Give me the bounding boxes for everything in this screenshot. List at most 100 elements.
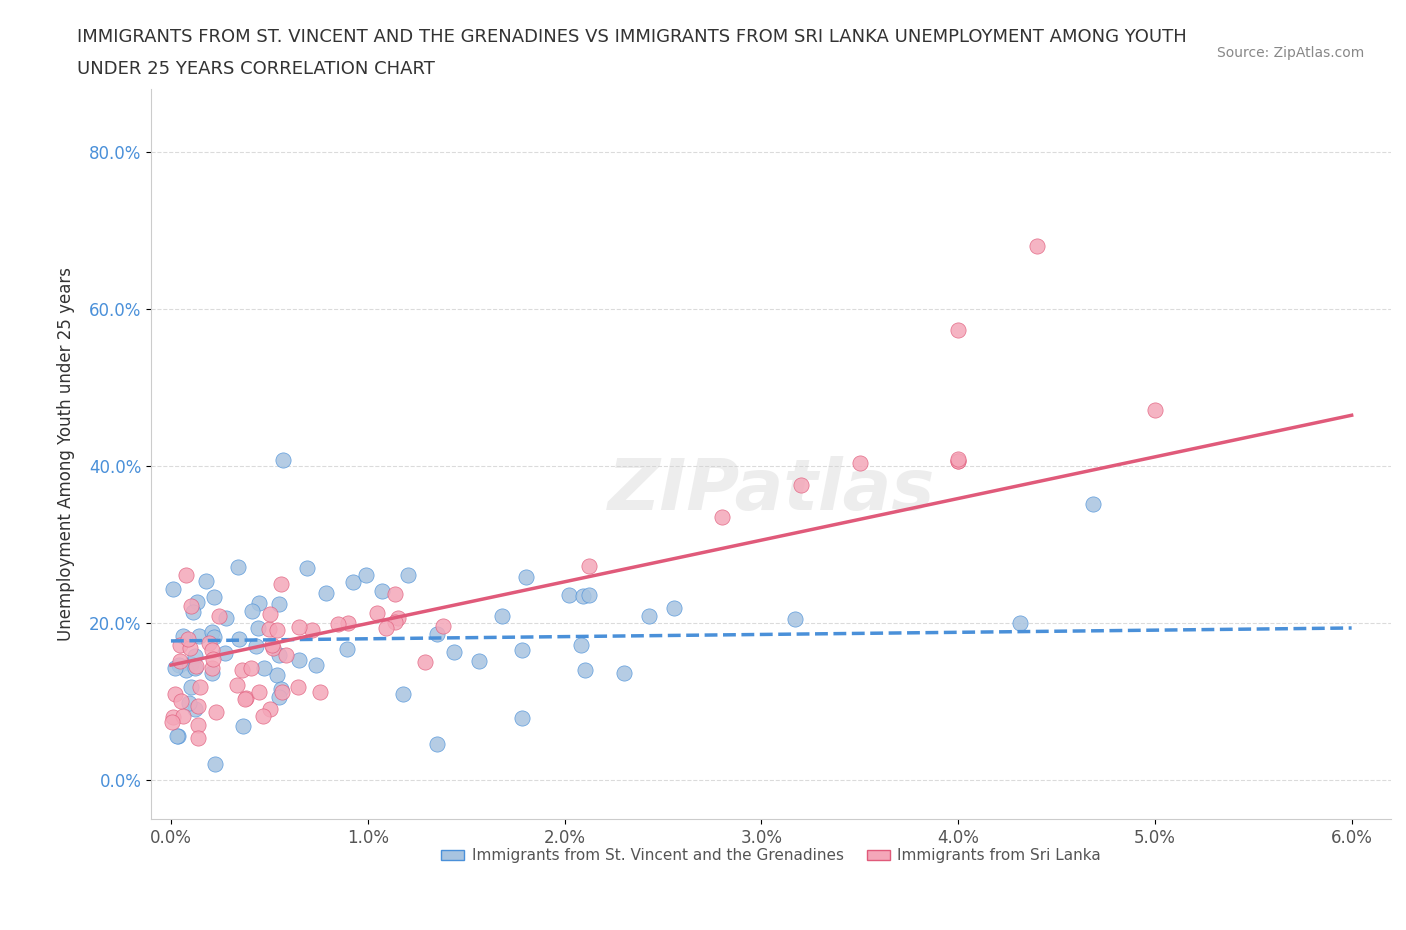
Point <box>260 638 283 653</box>
Point <box>246 621 269 636</box>
Point <box>259 701 281 716</box>
Point <box>240 604 263 618</box>
Point <box>266 668 288 683</box>
Point <box>1083 496 1105 511</box>
Point <box>177 696 200 711</box>
Point <box>180 657 202 671</box>
Point <box>510 642 533 657</box>
Point <box>946 454 969 469</box>
Point <box>184 649 207 664</box>
Point <box>162 582 184 597</box>
Point <box>180 598 202 613</box>
Text: ZIPatlas: ZIPatlas <box>607 456 935 525</box>
Point <box>271 453 294 468</box>
Point <box>267 690 290 705</box>
Point <box>172 629 194 644</box>
Point <box>270 577 292 591</box>
Point <box>558 588 581 603</box>
Point <box>432 618 454 633</box>
Point <box>572 589 595 604</box>
Point <box>172 709 194 724</box>
Point <box>188 628 211 643</box>
Point <box>328 617 350 631</box>
Point <box>578 587 600 602</box>
Point <box>167 729 190 744</box>
Text: UNDER 25 YEARS CORRELATION CHART: UNDER 25 YEARS CORRELATION CHART <box>77 60 436 78</box>
Point <box>946 454 969 469</box>
Point <box>160 714 183 729</box>
Point <box>366 605 388 620</box>
Point <box>1143 403 1166 418</box>
Point <box>266 622 288 637</box>
Point <box>295 561 318 576</box>
Text: IMMIGRANTS FROM ST. VINCENT AND THE GRENADINES VS IMMIGRANTS FROM SRI LANKA UNEM: IMMIGRANTS FROM ST. VINCENT AND THE GREN… <box>77 28 1187 46</box>
Point <box>848 455 870 470</box>
Point <box>188 679 211 694</box>
Point <box>201 643 224 658</box>
Point <box>783 611 806 626</box>
Point <box>384 587 406 602</box>
Point <box>186 658 208 673</box>
Point <box>946 323 969 338</box>
Point <box>270 682 292 697</box>
Point <box>245 639 267 654</box>
Point <box>392 687 415 702</box>
Point <box>181 604 204 619</box>
Point <box>247 596 270 611</box>
Point <box>1025 239 1047 254</box>
Point <box>247 684 270 699</box>
Point <box>202 630 225 644</box>
Point <box>226 559 249 574</box>
Point <box>162 710 184 724</box>
Point <box>613 665 636 680</box>
Point <box>396 567 419 582</box>
Point <box>574 663 596 678</box>
Point <box>226 677 249 692</box>
Y-axis label: Unemployment Among Youth under 25 years: Unemployment Among Youth under 25 years <box>58 267 75 641</box>
Point <box>187 718 209 733</box>
Point <box>169 638 191 653</box>
Point <box>578 558 600 573</box>
Point <box>491 608 513 623</box>
Point <box>336 642 359 657</box>
Point <box>426 737 449 751</box>
Point <box>271 684 294 699</box>
Point <box>169 654 191 669</box>
Point <box>233 692 256 707</box>
Point <box>253 661 276 676</box>
Point <box>239 660 262 675</box>
Point <box>201 625 224 640</box>
Point <box>426 627 449 642</box>
Point <box>276 647 298 662</box>
Point <box>515 569 537 584</box>
Point <box>374 620 396 635</box>
Point <box>177 631 200 646</box>
Point <box>165 686 187 701</box>
Point <box>415 654 437 669</box>
Point <box>269 648 291 663</box>
Point <box>205 705 228 720</box>
Point <box>201 660 224 675</box>
Point <box>195 574 218 589</box>
Point <box>337 616 360 631</box>
Point <box>637 608 659 623</box>
Legend: Immigrants from St. Vincent and the Grenadines, Immigrants from Sri Lanka: Immigrants from St. Vincent and the Gren… <box>434 843 1107 870</box>
Point <box>231 663 253 678</box>
Text: Source: ZipAtlas.com: Source: ZipAtlas.com <box>1216 46 1364 60</box>
Point <box>267 597 290 612</box>
Point <box>204 756 226 771</box>
Point <box>208 608 231 623</box>
Point <box>288 619 311 634</box>
Point <box>569 638 592 653</box>
Point <box>202 590 225 604</box>
Point <box>201 665 224 680</box>
Point <box>179 641 201 656</box>
Point <box>215 610 238 625</box>
Point <box>342 575 364 590</box>
Point <box>710 510 733 525</box>
Point <box>169 693 191 708</box>
Point <box>214 645 236 660</box>
Point <box>202 652 225 667</box>
Point <box>228 631 250 646</box>
Point <box>198 636 221 651</box>
